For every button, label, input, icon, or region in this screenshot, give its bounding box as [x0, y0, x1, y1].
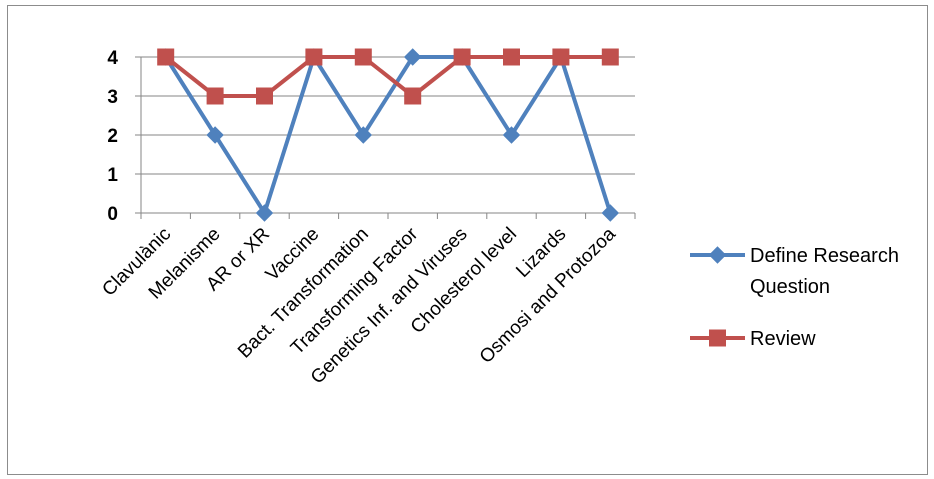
data-point: [601, 204, 620, 222]
data-point: [206, 87, 224, 105]
y-tick-labels: 0 1 2 3 4: [107, 48, 118, 225]
data-point: [404, 87, 422, 105]
chart-frame: [7, 5, 928, 475]
data-point: [453, 48, 471, 66]
data-point: [305, 48, 323, 66]
y-tick-label: 4: [107, 48, 118, 69]
legend-marker: [709, 329, 726, 347]
y-tick-label: 2: [107, 126, 118, 147]
axes: [135, 56, 636, 219]
data-point: [552, 48, 570, 66]
data-point: [503, 48, 520, 66]
series-line: [164, 55, 613, 215]
data-point: [502, 126, 521, 144]
data-point: [206, 126, 224, 144]
y-tick-label: 3: [107, 87, 118, 108]
data-point: [601, 48, 619, 66]
data-point: [157, 48, 175, 66]
data-series: [156, 48, 620, 222]
legend-label: Define Research: [750, 245, 899, 267]
y-tick-label: 1: [107, 165, 118, 186]
legend-label: Review: [750, 328, 816, 350]
data-point: [354, 126, 373, 144]
y-tick-label: 0: [107, 204, 118, 225]
legend-marker: [708, 246, 727, 264]
series-line: [164, 55, 611, 98]
data-point: [354, 48, 372, 66]
data-point: [255, 204, 274, 222]
legend: Define Research Question Review: [690, 245, 899, 350]
data-point: [403, 48, 422, 66]
data-point: [256, 87, 273, 105]
series-group: [157, 48, 619, 105]
legend-label: Question: [750, 276, 830, 298]
